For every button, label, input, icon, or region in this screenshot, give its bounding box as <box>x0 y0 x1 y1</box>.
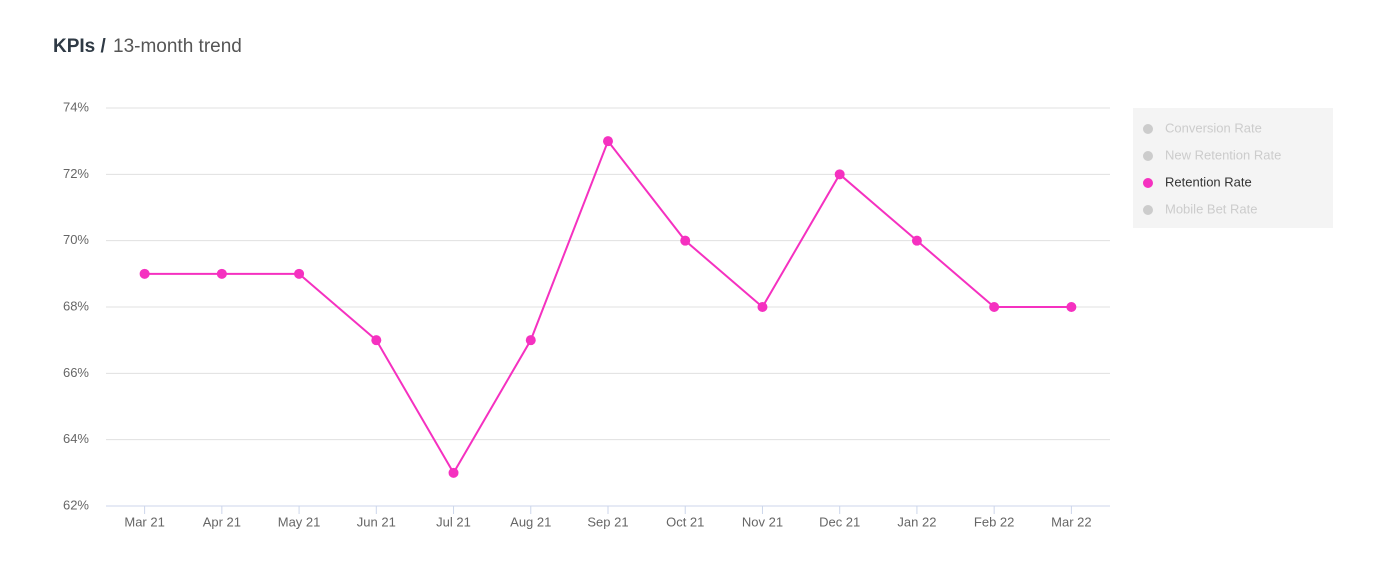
x-tick-label: Jul 21 <box>436 514 471 529</box>
chart-subtitle: 13-month trend <box>113 36 242 57</box>
y-tick-label: 74% <box>63 99 89 114</box>
point <box>139 268 150 279</box>
x-tick-label: Nov 21 <box>742 514 783 529</box>
point <box>448 467 459 478</box>
chart-title: KPIs / <box>53 36 107 57</box>
x-tick-label: Feb 22 <box>974 514 1014 529</box>
y-tick-label: 68% <box>63 298 89 313</box>
legend-marker[interactable] <box>1143 178 1153 188</box>
y-tick-label: 72% <box>63 166 89 181</box>
point <box>757 302 768 312</box>
point <box>989 302 1000 312</box>
legend-marker[interactable] <box>1143 151 1153 161</box>
point <box>1066 302 1077 312</box>
legend-marker[interactable] <box>1143 124 1153 134</box>
y-tick-label: 64% <box>63 431 89 446</box>
y-tick-label: 62% <box>63 497 89 512</box>
x-tick-label: May 21 <box>278 514 321 529</box>
y-tick-label: 70% <box>63 232 89 247</box>
x-tick-label: Jun 21 <box>357 514 396 529</box>
point <box>371 335 382 346</box>
point <box>911 235 922 246</box>
legend-marker[interactable] <box>1143 205 1153 215</box>
x-tick-label: Mar 22 <box>1051 514 1091 529</box>
x-tick-label: Mar 21 <box>124 514 164 529</box>
point <box>216 268 227 279</box>
legend-label[interactable]: Retention Rate <box>1165 174 1252 189</box>
point <box>680 235 691 246</box>
point <box>294 268 305 279</box>
x-tick-label: Aug 21 <box>510 514 551 529</box>
point <box>834 169 845 180</box>
x-tick-label: Sep 21 <box>587 514 628 529</box>
y-tick-label: 66% <box>63 365 89 380</box>
legend-label[interactable]: Conversion Rate <box>1165 120 1262 135</box>
x-tick-label: Apr 21 <box>203 514 241 529</box>
legend-label[interactable]: Mobile Bet Rate <box>1165 201 1258 216</box>
x-tick-label: Jan 22 <box>897 514 936 529</box>
point <box>525 335 536 346</box>
x-tick-label: Oct 21 <box>666 514 704 529</box>
point <box>603 136 613 147</box>
legend-label[interactable]: New Retention Rate <box>1165 147 1281 162</box>
x-tick-label: Dec 21 <box>819 514 860 529</box>
legend-box <box>1133 108 1333 228</box>
